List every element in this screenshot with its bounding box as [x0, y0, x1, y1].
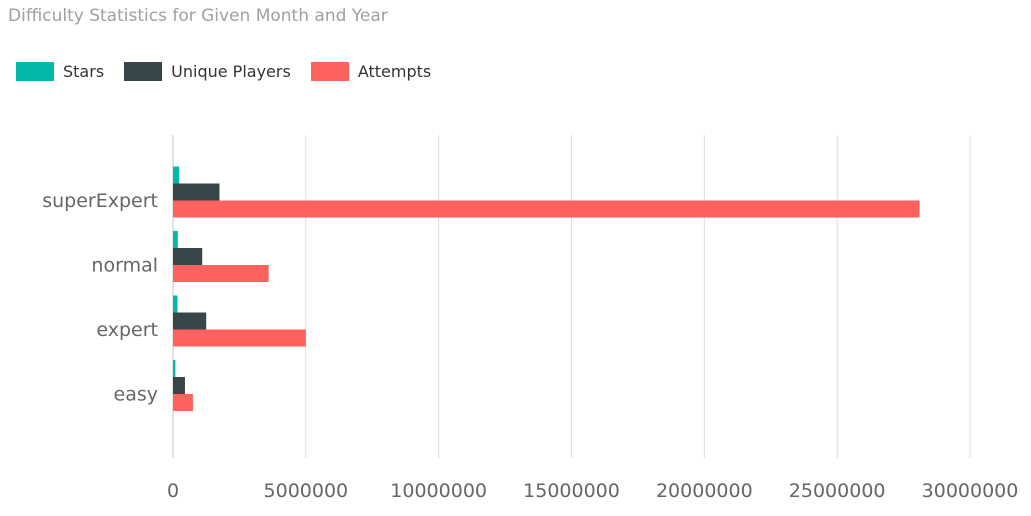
category-label: superExpert — [42, 190, 158, 212]
bar — [173, 200, 920, 218]
bar — [173, 231, 178, 248]
x-tick-label: 25000000 — [789, 480, 886, 502]
x-tick-label: 0 — [167, 480, 179, 502]
category-label: normal — [91, 255, 158, 277]
bar — [173, 166, 180, 184]
legend-swatch-unique-players — [124, 62, 163, 81]
legend-swatch-attempts — [310, 62, 349, 81]
bar — [173, 183, 220, 201]
bar — [173, 265, 269, 282]
x-tick-label: 20000000 — [656, 480, 753, 502]
x-tick-label: 15000000 — [523, 480, 620, 502]
legend-item-attempts[interactable]: Attempts — [310, 62, 432, 81]
category-label: expert — [96, 319, 158, 341]
x-tick-label: 10000000 — [390, 480, 487, 502]
bar — [173, 295, 178, 313]
legend-label-attempts: Attempts — [357, 62, 432, 81]
x-tick-label: 5000000 — [264, 480, 349, 502]
legend-swatch-stars — [16, 62, 54, 81]
chart-title: Difficulty Statistics for Given Month an… — [8, 6, 388, 26]
chart-legend: Stars Unique Players Attempts — [16, 62, 451, 81]
category-label: easy — [114, 384, 158, 406]
bar — [173, 312, 207, 330]
x-tick-label: 30000000 — [922, 480, 1019, 502]
bar — [173, 248, 203, 265]
bar — [173, 394, 193, 411]
legend-item-stars[interactable]: Stars — [16, 62, 104, 81]
bar — [173, 377, 185, 394]
legend-label-stars: Stars — [63, 62, 105, 81]
bar — [173, 329, 306, 347]
legend-item-unique-players[interactable]: Unique Players — [124, 62, 291, 81]
legend-label-unique-players: Unique Players — [171, 62, 291, 81]
bar — [173, 360, 176, 377]
